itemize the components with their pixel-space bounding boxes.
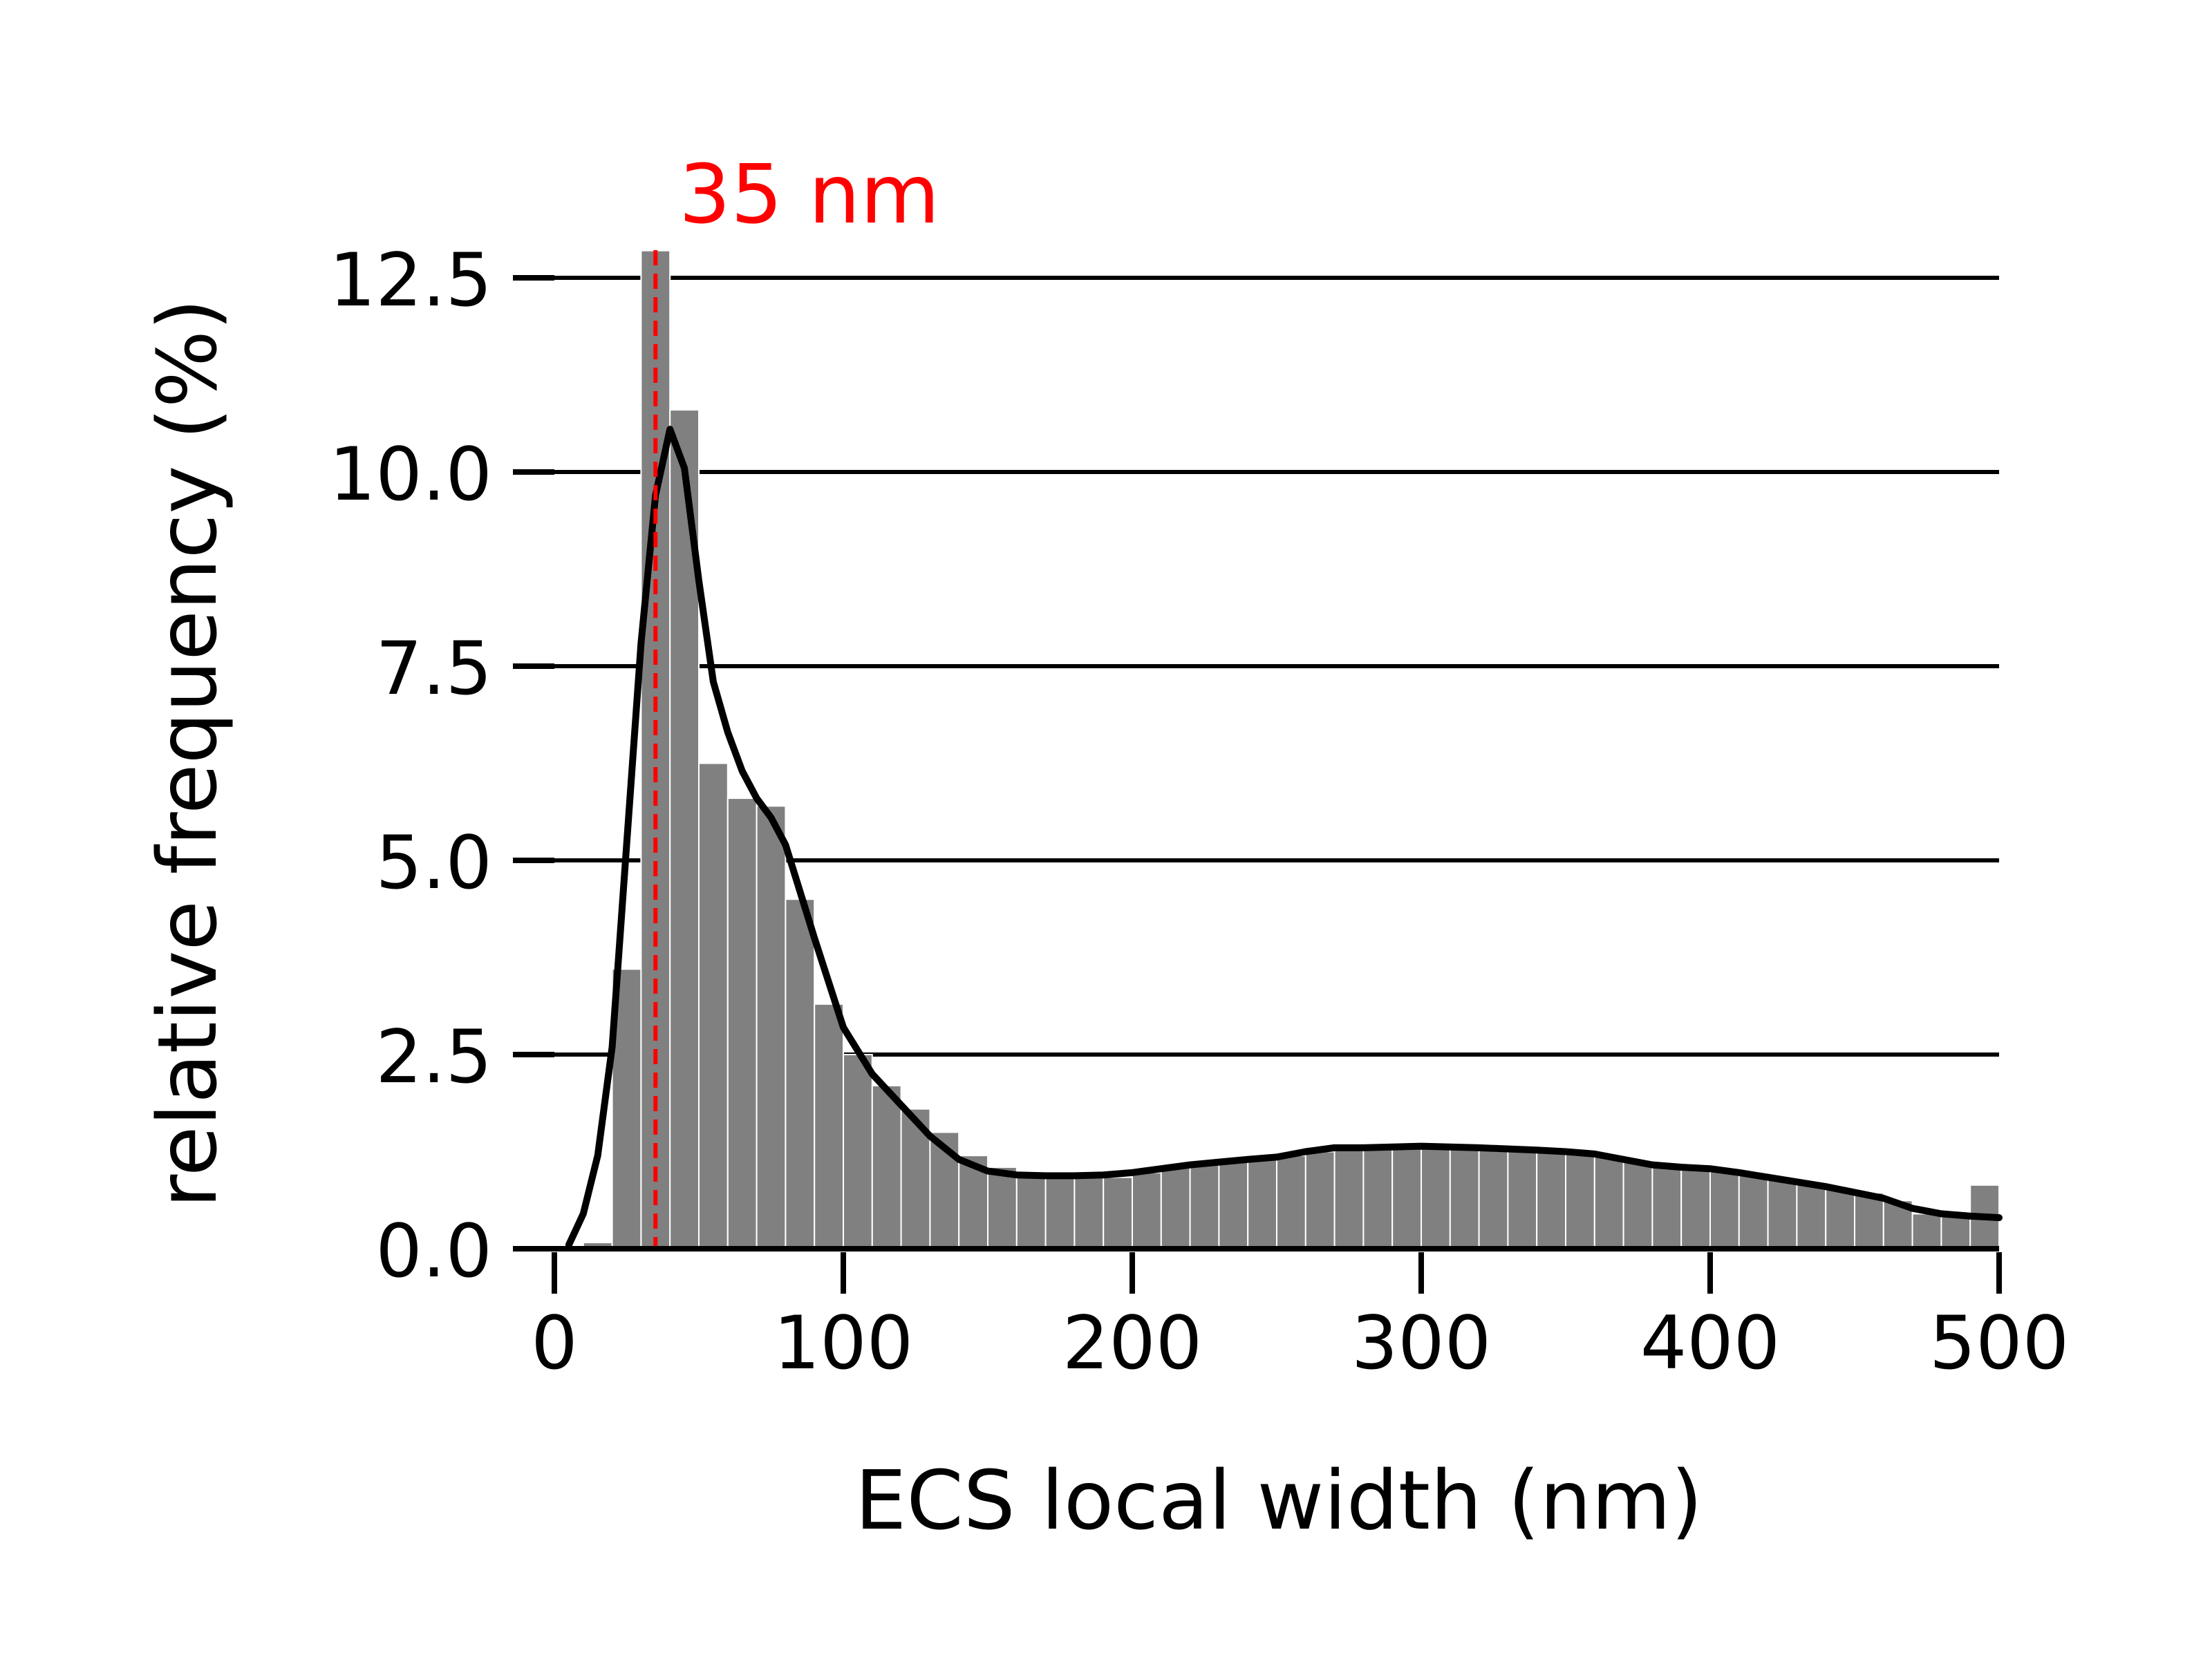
bar-31 bbox=[1478, 1149, 1509, 1250]
bar-15 bbox=[1015, 1174, 1047, 1249]
bar-35 bbox=[1593, 1155, 1624, 1249]
bar-26 bbox=[1333, 1146, 1365, 1249]
bar-10 bbox=[871, 1084, 902, 1249]
bar-14 bbox=[987, 1166, 1018, 1249]
bar-36 bbox=[1622, 1161, 1653, 1250]
annotation-layer: 35 nm bbox=[653, 147, 939, 1249]
bar-20 bbox=[1160, 1166, 1191, 1249]
bar-40 bbox=[1738, 1174, 1769, 1249]
x-tick-label-0: 0 bbox=[531, 1301, 577, 1386]
y-tick-label-1: 2.5 bbox=[375, 1014, 492, 1099]
bar-16 bbox=[1044, 1176, 1076, 1250]
bar-30 bbox=[1449, 1146, 1480, 1249]
bar-33 bbox=[1536, 1151, 1566, 1249]
bar-27 bbox=[1362, 1146, 1394, 1249]
bar-41 bbox=[1767, 1178, 1798, 1249]
axes: 0.0 2.5 5.0 7.5 10.0 12.5 0 100 200 300 400 500 bbox=[329, 238, 2069, 1386]
bar-25 bbox=[1304, 1151, 1335, 1249]
x-tick-label-2: 200 bbox=[1062, 1301, 1202, 1386]
y-tick-label-4: 10.0 bbox=[329, 432, 492, 517]
labels: ECS local width (nm) relative frequency … bbox=[140, 299, 1703, 1548]
y-tick-label-0: 0.0 bbox=[375, 1209, 492, 1294]
y-tick-label-5: 12.5 bbox=[329, 238, 492, 323]
bar-9 bbox=[843, 1054, 873, 1249]
bar-21 bbox=[1189, 1162, 1220, 1249]
bar-8 bbox=[814, 1003, 844, 1249]
bar-19 bbox=[1132, 1171, 1162, 1250]
bar-29 bbox=[1421, 1145, 1451, 1249]
bar-4 bbox=[698, 762, 729, 1249]
bar-32 bbox=[1507, 1149, 1538, 1249]
density-line bbox=[565, 426, 2003, 1249]
bar-28 bbox=[1391, 1146, 1422, 1249]
density-curve bbox=[565, 426, 2003, 1249]
bar-38 bbox=[1680, 1166, 1711, 1249]
x-tick-label-3: 300 bbox=[1351, 1301, 1491, 1386]
y-tick-label-3: 7.5 bbox=[375, 626, 492, 711]
bar-7 bbox=[785, 898, 816, 1249]
bar-23 bbox=[1247, 1158, 1277, 1249]
bar-34 bbox=[1565, 1151, 1595, 1249]
x-tick-label-4: 400 bbox=[1640, 1301, 1780, 1386]
histogram-bars bbox=[582, 249, 2000, 1250]
bar-47 bbox=[1940, 1215, 1971, 1249]
y-tick-label-2: 5.0 bbox=[375, 820, 492, 905]
x-axis-label: ECS local width (nm) bbox=[855, 1453, 1703, 1548]
bar-46 bbox=[1911, 1213, 1942, 1250]
bar-42 bbox=[1796, 1182, 1827, 1249]
bar-17 bbox=[1074, 1176, 1105, 1250]
bar-39 bbox=[1709, 1170, 1740, 1249]
bar-5 bbox=[727, 797, 758, 1249]
x-tick-label-1: 100 bbox=[774, 1301, 913, 1386]
bar-43 bbox=[1825, 1187, 1855, 1249]
bar-44 bbox=[1854, 1192, 1884, 1250]
bar-18 bbox=[1103, 1176, 1133, 1250]
bar-24 bbox=[1276, 1155, 1306, 1249]
bar-6 bbox=[756, 805, 787, 1249]
x-tick-label-5: 500 bbox=[1929, 1301, 2069, 1386]
y-axis-label: relative frequency (%) bbox=[140, 299, 235, 1208]
bar-22 bbox=[1218, 1158, 1249, 1249]
bar-37 bbox=[1651, 1166, 1683, 1249]
mode-annotation-label: 35 nm bbox=[679, 147, 939, 242]
